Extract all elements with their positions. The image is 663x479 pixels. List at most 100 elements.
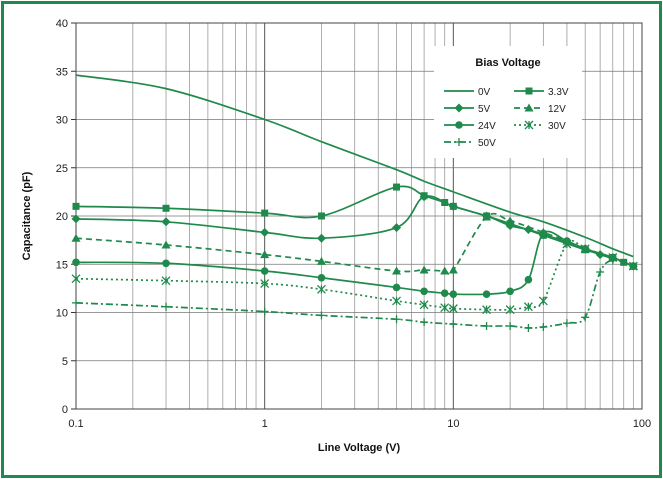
series-line-30v bbox=[76, 239, 634, 311]
data-point-3-3v bbox=[261, 209, 269, 217]
data-point-50v bbox=[162, 302, 171, 311]
data-point-12v bbox=[260, 250, 270, 259]
y-tick-label: 25 bbox=[56, 163, 68, 175]
data-point-30v bbox=[482, 305, 492, 315]
data-point-30v bbox=[317, 284, 326, 294]
y-tick-label: 35 bbox=[56, 66, 68, 78]
data-point-50v bbox=[392, 315, 401, 324]
data-point-50v bbox=[562, 319, 571, 328]
data-point-12v bbox=[482, 212, 492, 221]
data-point-5v bbox=[392, 223, 402, 233]
legend-label-30v: 30V bbox=[548, 121, 566, 132]
legend-marker-30v bbox=[524, 120, 534, 130]
data-point-12v bbox=[71, 233, 81, 242]
data-point-50v bbox=[449, 320, 458, 329]
legend-marker-24v bbox=[455, 121, 463, 129]
data-point-24v bbox=[162, 259, 170, 268]
data-point-24v bbox=[506, 287, 514, 296]
data-point-24v bbox=[539, 229, 548, 238]
data-point-30v bbox=[71, 274, 81, 284]
data-point-30v bbox=[538, 296, 548, 306]
legend-label-5v: 5V bbox=[478, 104, 491, 115]
data-point-3-3v bbox=[620, 258, 628, 266]
data-point-12v bbox=[161, 240, 171, 249]
data-point-30v bbox=[523, 302, 533, 312]
y-tick-label: 5 bbox=[62, 356, 68, 368]
data-point-24v bbox=[449, 290, 458, 298]
markers-layer bbox=[71, 183, 638, 332]
data-point-5v bbox=[316, 233, 326, 243]
legend-label-3-3v: 3.3V bbox=[548, 87, 569, 98]
data-point-3-3v bbox=[317, 212, 325, 220]
data-point-12v bbox=[419, 265, 429, 274]
y-tick-label: 0 bbox=[62, 404, 68, 416]
data-point-24v bbox=[482, 290, 491, 298]
data-point-12v bbox=[392, 266, 402, 275]
x-tick-label: 1 bbox=[262, 418, 268, 430]
data-point-50v bbox=[72, 298, 80, 307]
legend-marker-5v bbox=[454, 103, 464, 113]
y-tick-label: 10 bbox=[56, 308, 68, 320]
data-point-30v bbox=[580, 244, 590, 254]
data-point-5v bbox=[523, 225, 533, 235]
y-tick-label: 30 bbox=[56, 115, 68, 127]
data-point-5v bbox=[595, 250, 605, 260]
legend-label-24v: 24V bbox=[478, 121, 496, 132]
capacitance-chart: 0.1 1 10 100 0 5 10 15 20 25 30 35 40 Bias Voltage 0… bbox=[21, 18, 651, 454]
legend-title: Bias Voltage bbox=[475, 57, 540, 69]
data-point-3-3v bbox=[72, 202, 80, 210]
data-point-5v bbox=[260, 227, 270, 237]
data-point-5v bbox=[419, 192, 429, 202]
data-point-30v bbox=[562, 239, 572, 249]
data-point-50v bbox=[420, 318, 429, 327]
x-axis-title: Line Voltage (V) bbox=[318, 442, 401, 454]
data-point-24v bbox=[392, 283, 401, 292]
data-point-50v bbox=[629, 262, 638, 271]
data-point-30v bbox=[419, 300, 429, 310]
y-tick-label: 40 bbox=[56, 18, 68, 30]
x-tick-label: 10 bbox=[447, 418, 459, 430]
data-point-50v bbox=[581, 313, 590, 322]
legend-label-12v: 12V bbox=[548, 104, 566, 115]
y-tick-label: 15 bbox=[56, 259, 68, 271]
data-point-30v bbox=[161, 276, 171, 286]
data-point-50v bbox=[506, 322, 515, 331]
data-point-3-3v bbox=[393, 183, 401, 191]
x-tick-label: 100 bbox=[633, 418, 651, 430]
legend-marker-12v bbox=[524, 103, 534, 112]
data-point-5v bbox=[161, 217, 171, 227]
data-point-12v bbox=[316, 256, 326, 265]
data-point-24v bbox=[524, 275, 533, 284]
data-point-24v bbox=[72, 258, 80, 267]
data-point-12v bbox=[440, 266, 450, 275]
data-point-30v bbox=[260, 279, 270, 289]
data-point-12v bbox=[448, 265, 458, 274]
data-point-5v bbox=[448, 201, 458, 211]
legend-marker-50v bbox=[455, 138, 463, 146]
data-point-50v bbox=[539, 322, 548, 331]
data-point-3-3v bbox=[441, 198, 449, 206]
series-line-50v bbox=[76, 259, 634, 329]
y-axis-title: Capacitance (pF) bbox=[21, 171, 33, 260]
x-tick-label: 0.1 bbox=[68, 418, 83, 430]
legend: Bias Voltage 0V 3.3V 5V 12V 24V 30V 50V bbox=[434, 46, 582, 158]
series-line-24v bbox=[76, 230, 634, 296]
data-point-24v bbox=[260, 267, 269, 275]
data-point-30v bbox=[392, 296, 401, 306]
series-line-0v bbox=[76, 74, 634, 258]
legend-label-50v: 50V bbox=[478, 138, 496, 149]
data-point-3-3v bbox=[162, 204, 170, 212]
legend-marker-3-3v bbox=[525, 87, 533, 95]
data-point-50v bbox=[524, 323, 533, 332]
data-point-50v bbox=[608, 256, 617, 265]
data-point-24v bbox=[317, 273, 326, 282]
legend-label-0v: 0V bbox=[478, 87, 491, 98]
data-point-24v bbox=[420, 287, 428, 296]
data-point-30v bbox=[440, 303, 450, 313]
data-point-30v bbox=[448, 304, 458, 314]
data-point-50v bbox=[317, 311, 326, 320]
data-point-30v bbox=[505, 305, 515, 315]
data-point-50v bbox=[260, 307, 269, 316]
data-point-50v bbox=[482, 322, 491, 331]
